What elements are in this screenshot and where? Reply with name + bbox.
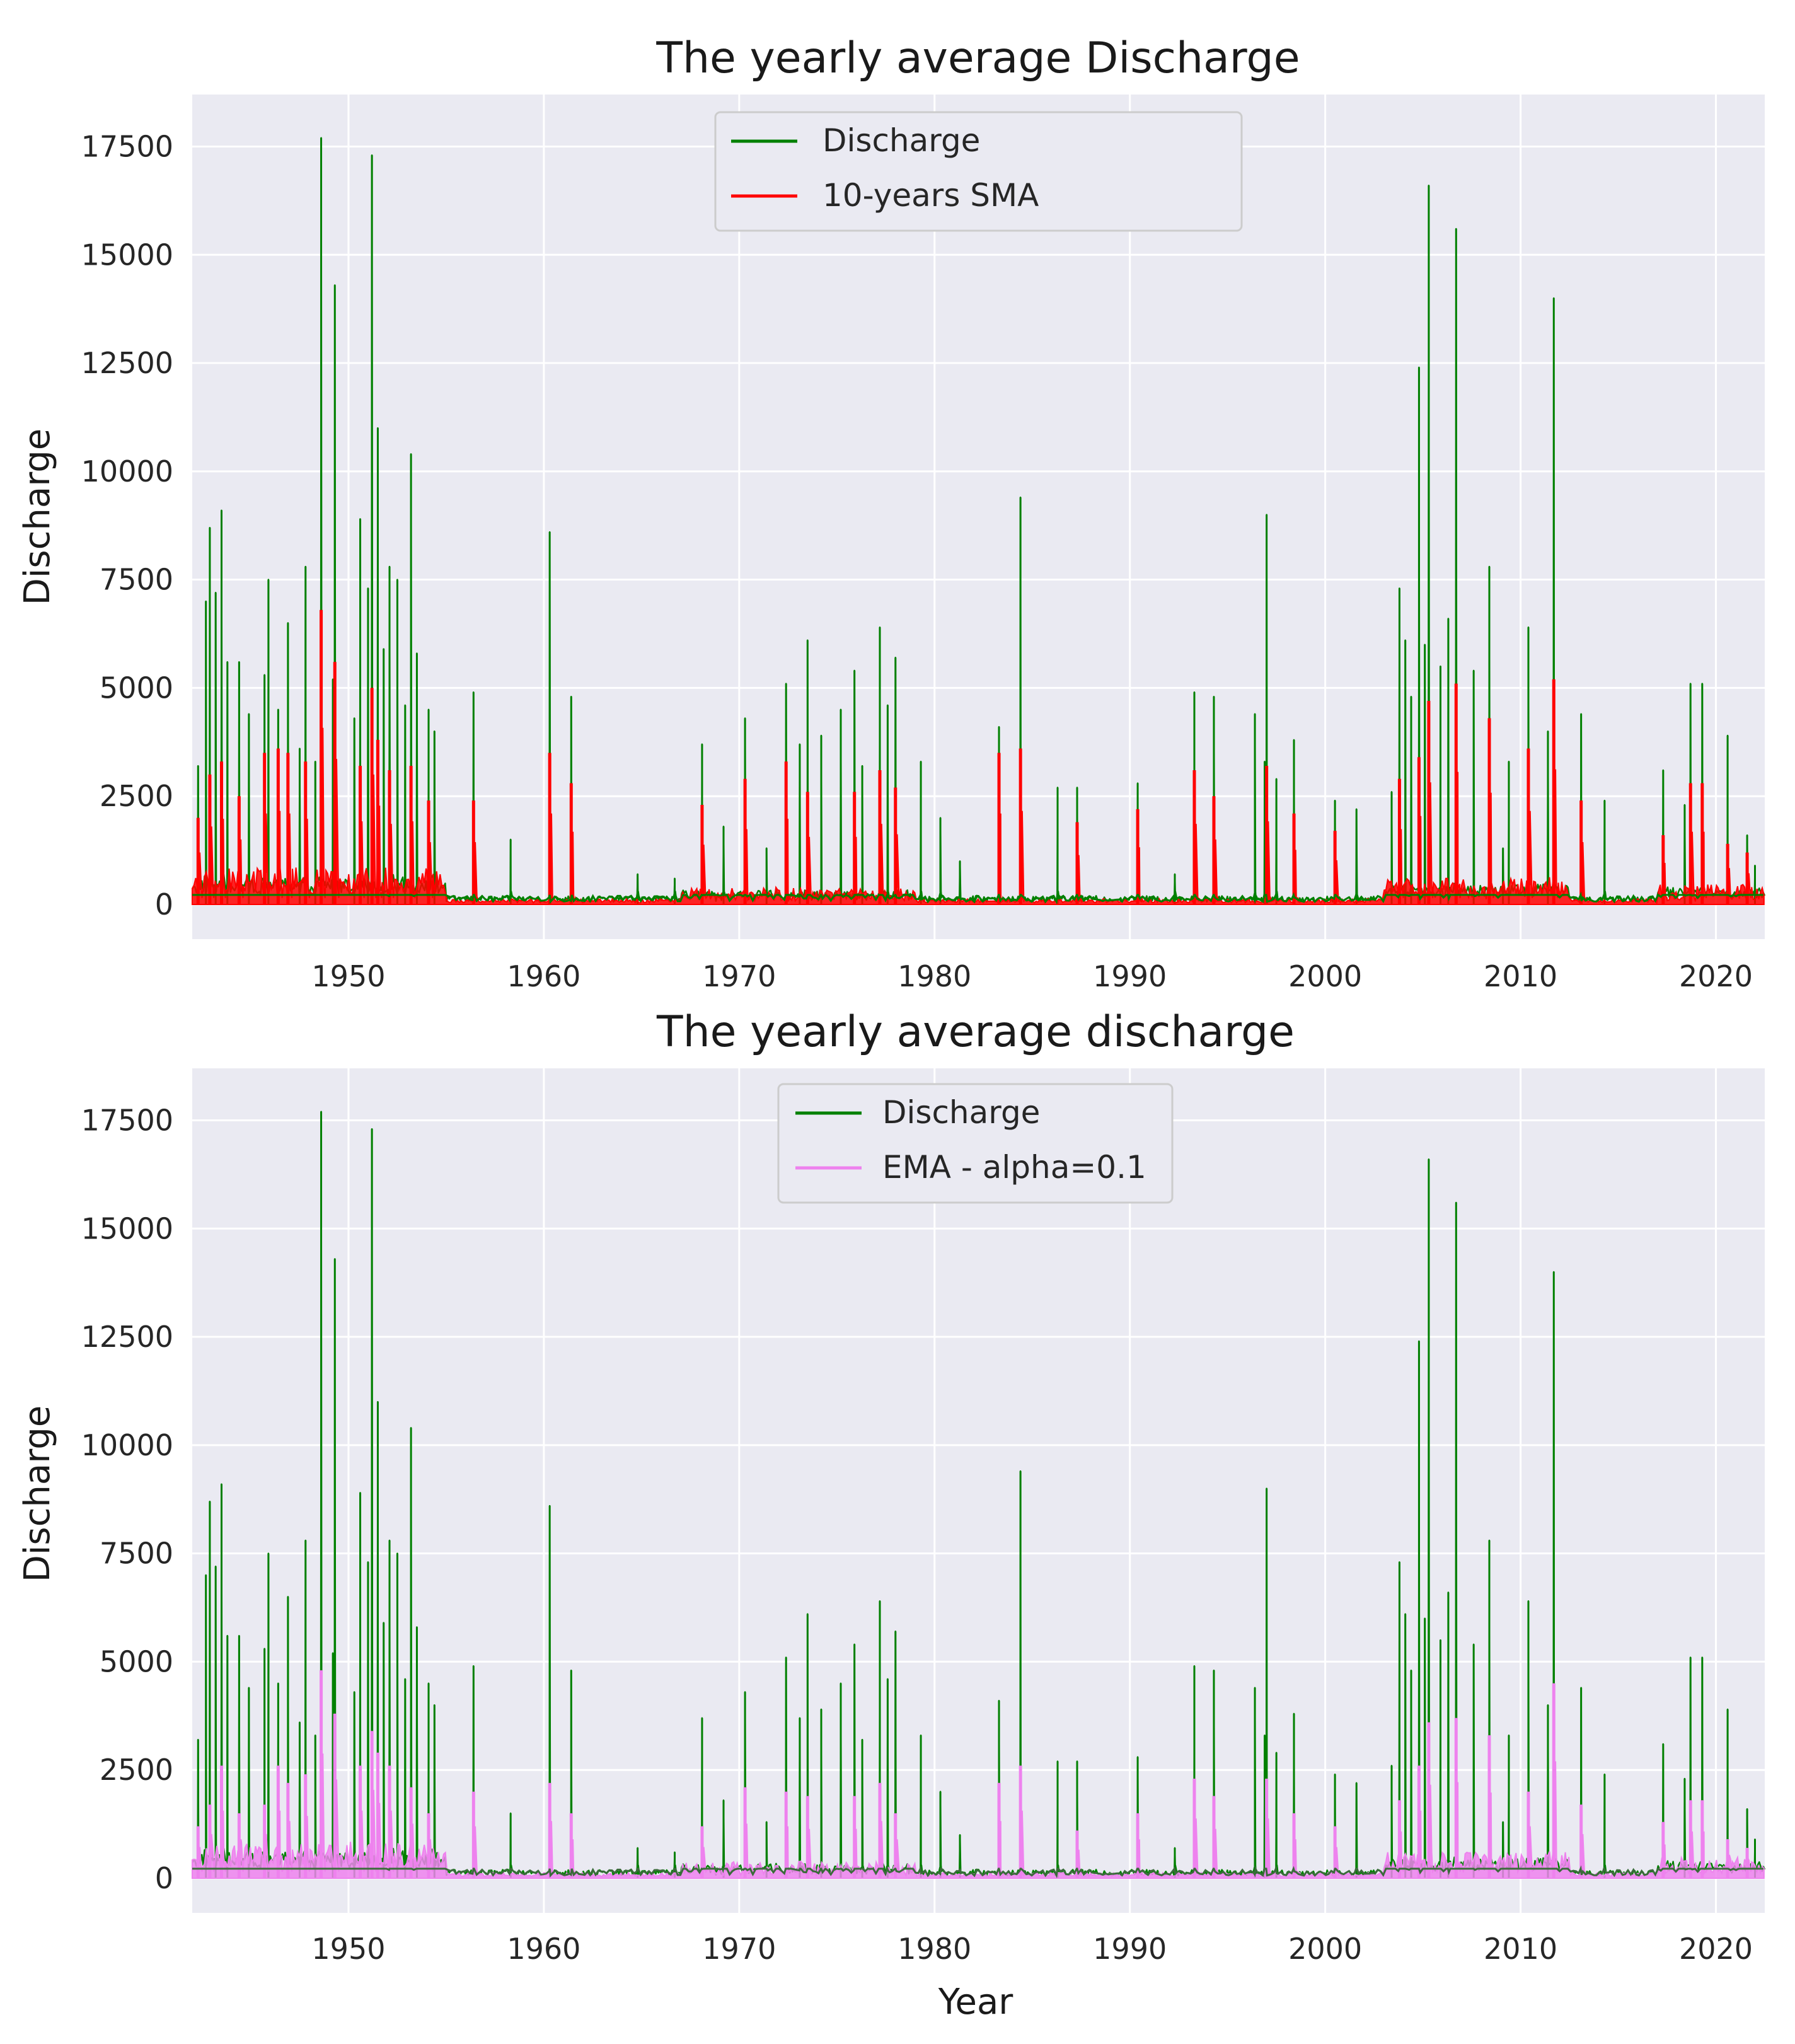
y-tick-label: 5000 <box>100 671 173 705</box>
x-tick-label: 2020 <box>1679 1932 1753 1966</box>
x-tick-label: 1960 <box>507 959 580 993</box>
x-tick-label: 1970 <box>702 1932 776 1966</box>
legend: Discharge 10-years SMA <box>714 111 1243 232</box>
baseline-line <box>192 891 1763 904</box>
legend: Discharge EMA - alpha=0.1 <box>777 1083 1174 1204</box>
y-tick-label: 5000 <box>100 1644 173 1678</box>
ema-series <box>192 1670 1765 1879</box>
chart-title: The yearly average Discharge <box>655 33 1300 83</box>
x-tick-label: 2000 <box>1288 959 1362 993</box>
legend-label-discharge: Discharge <box>882 1094 1040 1131</box>
y-tick-label: 15000 <box>81 1211 173 1245</box>
x-tick-label: 1990 <box>1093 959 1167 993</box>
legend-label-ema: EMA - alpha=0.1 <box>882 1149 1146 1186</box>
legend-box <box>714 111 1243 232</box>
x-tick-label: 2000 <box>1288 1932 1362 1966</box>
y-tick-label: 17500 <box>81 129 173 163</box>
x-tick-label: 2020 <box>1679 959 1753 993</box>
x-gridlines <box>347 1068 1717 1913</box>
x-tick-label: 1970 <box>702 959 776 993</box>
y-tick-label: 7500 <box>100 1537 173 1571</box>
legend-label-discharge: Discharge <box>822 122 980 159</box>
chart-title: The yearly average discharge <box>656 1007 1295 1057</box>
y-tick-label: 15000 <box>81 238 173 272</box>
x-tick-labels: 1950 1960 1970 1980 1990 2000 2010 2020 <box>311 959 1753 993</box>
y-tick-label: 10000 <box>81 1428 173 1462</box>
y-tick-label: 7500 <box>100 563 173 597</box>
y-tick-labels: 0 2500 5000 7500 10000 12500 15000 17500 <box>81 1103 173 1895</box>
x-tick-label: 1950 <box>311 959 385 993</box>
plot-background <box>192 95 1765 939</box>
plot-background <box>192 1068 1765 1913</box>
discharge-series <box>191 1111 1766 1879</box>
y-tick-label: 0 <box>155 887 173 921</box>
y-tick-label: 12500 <box>81 346 173 380</box>
x-tick-label: 1950 <box>311 1932 385 1966</box>
x-tick-label: 1990 <box>1093 1932 1167 1966</box>
x-tick-label: 2010 <box>1484 1932 1557 1966</box>
x-tick-label: 1980 <box>898 959 971 993</box>
x-tick-label: 2010 <box>1484 959 1557 993</box>
y-tick-label: 12500 <box>81 1320 173 1354</box>
x-tick-label: 1980 <box>898 1932 971 1966</box>
x-gridlines <box>347 95 1717 939</box>
baseline-line <box>192 1865 1763 1878</box>
legend-label-sma: 10-years SMA <box>822 177 1039 214</box>
x-tick-labels: 1950 1960 1970 1980 1990 2000 2010 2020 <box>311 1932 1753 1966</box>
sma-series <box>192 609 1765 905</box>
y-axis-label: Discharge <box>17 1406 58 1583</box>
y-tick-label: 2500 <box>100 779 173 813</box>
x-tick-label: 1960 <box>507 1932 580 1966</box>
y-tick-label: 0 <box>155 1861 173 1895</box>
y-tick-label: 10000 <box>81 454 173 488</box>
y-tick-label: 2500 <box>100 1753 173 1787</box>
y-tick-label: 17500 <box>81 1103 173 1137</box>
y-axis-label: Discharge <box>17 429 58 606</box>
x-axis-label: Year <box>938 1982 1014 2023</box>
legend-box <box>777 1083 1174 1204</box>
y-tick-labels: 0 2500 5000 7500 10000 12500 15000 17500 <box>81 129 173 921</box>
